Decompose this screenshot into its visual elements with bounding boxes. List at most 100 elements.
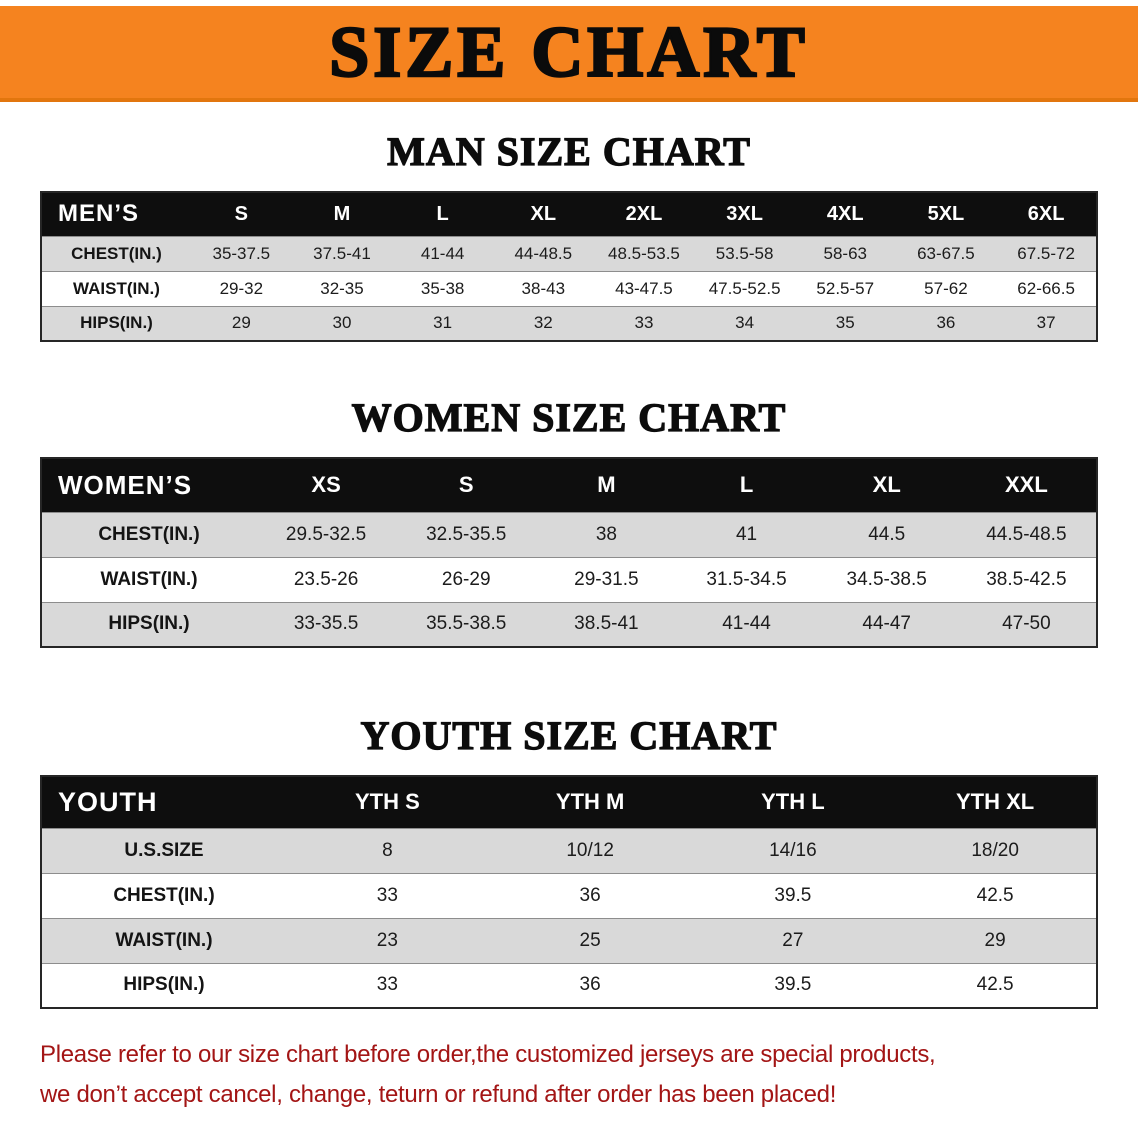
women-row-1: WAIST(IN.) 23.5-26 26-29 29-31.5 31.5-34.5 34… [41, 557, 1097, 602]
size-cell: 37 [1036, 313, 1056, 333]
size-cell: 36 [579, 884, 601, 906]
youth-row-1: CHEST(IN.) 33 36 39.5 42.5 [41, 873, 1097, 918]
men-column-header-7: 5XL [895, 192, 997, 236]
row-label: WAIST(IN.) [73, 278, 160, 298]
women-column-header-2: M [536, 458, 677, 512]
row-label: CHEST(IN.) [98, 523, 200, 545]
youth-column-header-0: YTH S [286, 776, 489, 828]
size-cell: 35-37.5 [212, 243, 271, 263]
size-cell: 39.5 [774, 884, 812, 906]
row-label: HIPS(IN.) [108, 613, 190, 635]
size-cell: 35.5-38.5 [426, 613, 507, 635]
size-cell: 33 [634, 313, 654, 333]
size-cell: 14/16 [769, 839, 817, 861]
youth-row-2: WAIST(IN.) 23 25 27 29 [41, 918, 1097, 963]
disclaimer-line-2: we don’t accept cancel, change, teturn o… [40, 1081, 837, 1108]
size-cell: 37.5-41 [313, 243, 371, 263]
men-row-2: HIPS(IN.) 29 30 31 32 33 34 35 36 37 [41, 306, 1097, 341]
men-row-1: WAIST(IN.) 29-32 32-35 35-38 38-43 43-47.5 47.… [41, 271, 1097, 306]
men-table-label: MEN’S [41, 192, 191, 236]
size-cell: 42.5 [976, 974, 1014, 996]
size-cell: 23 [376, 929, 398, 951]
size-cell: 27 [782, 929, 804, 951]
youth-column-header-3: YTH XL [894, 776, 1097, 828]
men-row-0: CHEST(IN.) 35-37.5 37.5-41 41-44 44-48.5 48.5… [41, 236, 1097, 271]
size-cell: 23.5-26 [293, 568, 359, 590]
disclaimer: Please refer to our size chart before or… [40, 1035, 1110, 1115]
size-cell: 29 [231, 313, 251, 333]
size-cell: 29-32 [219, 278, 264, 298]
size-cell: 29.5-32.5 [285, 523, 367, 545]
size-cell: 29 [984, 929, 1006, 951]
men-column-header-5: 3XL [694, 192, 795, 236]
women-size-chart-heading: WOMEN SIZE CHART [351, 394, 787, 440]
size-cell: 63-67.5 [917, 243, 975, 263]
size-chart-page: SIZE CHART MAN SIZE CHART MEN’S S M L XL 2XL 3X… [0, 6, 1138, 1138]
size-cell: 33 [376, 974, 398, 996]
size-cell: 42.5 [976, 884, 1014, 906]
women-size-table: WOMEN’S XS S M L XL XXL CHEST(IN.) 29.5-32.5 32.5… [40, 457, 1098, 648]
size-cell: 43-47.5 [615, 278, 673, 298]
men-size-chart-heading: MAN SIZE CHART [386, 128, 751, 174]
size-cell: 36 [579, 974, 601, 996]
size-cell: 30 [332, 313, 352, 333]
women-row-0: CHEST(IN.) 29.5-32.5 32.5-35.5 38 41 44.5 44.5… [41, 512, 1097, 557]
women-column-header-5: XXL [956, 458, 1097, 512]
size-cell: 38 [595, 523, 617, 545]
women-column-header-3: L [676, 458, 817, 512]
size-cell: 34.5-38.5 [846, 568, 927, 590]
size-cell: 18/20 [971, 839, 1019, 861]
size-cell: 32.5-35.5 [426, 523, 507, 545]
size-cell: 29-31.5 [574, 568, 639, 590]
disclaimer-line-1: Please refer to our size chart before or… [40, 1041, 936, 1068]
size-cell: 32-35 [320, 278, 364, 298]
size-cell: 52.5-57 [816, 278, 875, 298]
women-table-label: WOMEN’S [41, 458, 256, 512]
section-youth: YOUTH SIZE CHART YOUTH YTH S YTH M YTH L YTH … [0, 712, 1138, 1009]
size-cell: 31.5-34.5 [706, 568, 787, 590]
size-cell: 32 [533, 313, 553, 333]
men-size-table: MEN’S S M L XL 2XL 3XL 4XL 5XL 6XL CHEST(IN.) 35-37… [40, 191, 1098, 342]
men-header-row: MEN’S S M L XL 2XL 3XL 4XL 5XL 6XL [41, 192, 1097, 236]
women-row-2: HIPS(IN.) 33-35.5 35.5-38.5 38.5-41 41-44 44-… [41, 602, 1097, 647]
size-cell: 44.5-48.5 [986, 523, 1067, 545]
women-header-row: WOMEN’S XS S M L XL XXL [41, 458, 1097, 512]
men-column-header-0: S [191, 192, 292, 236]
size-cell: 47-50 [1002, 613, 1051, 635]
youth-column-header-1: YTH M [488, 776, 692, 828]
size-cell: 8 [382, 839, 393, 861]
size-cell: 41-44 [420, 243, 465, 263]
women-column-header-4: XL [816, 458, 957, 512]
size-cell: 26-29 [441, 568, 491, 590]
men-column-header-4: 2XL [593, 192, 695, 236]
size-cell: 57-62 [924, 278, 968, 298]
size-cell: 58-63 [823, 243, 867, 263]
size-cell: 31 [433, 313, 453, 333]
row-label: HIPS(IN.) [80, 313, 153, 333]
size-cell: 53.5-58 [715, 243, 774, 263]
size-cell: 10/12 [566, 839, 614, 861]
row-label: WAIST(IN.) [100, 568, 198, 590]
women-column-header-0: XS [256, 458, 397, 512]
size-cell: 33 [376, 884, 398, 906]
size-cell: 36 [936, 313, 956, 333]
size-cell: 38-43 [521, 278, 566, 298]
page-title: SIZE CHART [328, 12, 809, 92]
size-cell: 41 [735, 523, 758, 545]
size-cell: 33-35.5 [293, 613, 359, 635]
size-cell: 47.5-52.5 [708, 278, 781, 298]
youth-size-table: YOUTH YTH S YTH M YTH L YTH XL U.S.SIZE 8 10/12… [40, 775, 1098, 1009]
youth-column-header-2: YTH L [691, 776, 895, 828]
size-cell: 62-66.5 [1017, 278, 1075, 298]
men-column-header-2: L [392, 192, 493, 236]
size-cell: 44-48.5 [514, 243, 573, 263]
size-cell: 38.5-41 [574, 613, 639, 635]
youth-header-row: YOUTH YTH S YTH M YTH L YTH XL [41, 776, 1097, 828]
row-label: CHEST(IN.) [113, 884, 215, 906]
size-cell: 25 [579, 929, 601, 951]
men-column-header-3: XL [492, 192, 594, 236]
sections-container: MAN SIZE CHART MEN’S S M L XL 2XL 3XL 4XL 5XL 6XL C… [0, 128, 1138, 1009]
size-cell: 39.5 [774, 974, 812, 996]
men-column-header-6: 4XL [794, 192, 896, 236]
youth-size-chart-heading: YOUTH SIZE CHART [360, 712, 778, 758]
